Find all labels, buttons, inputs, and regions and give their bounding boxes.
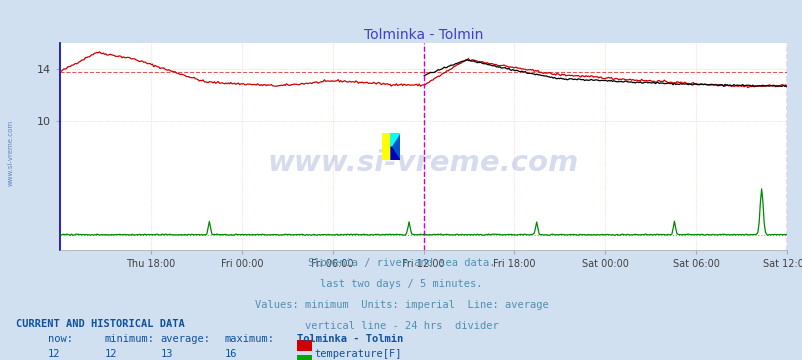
Polygon shape	[382, 133, 391, 160]
Text: 13: 13	[160, 349, 173, 359]
Text: www.si-vreme.com: www.si-vreme.com	[7, 120, 14, 186]
Text: Slovenia / river and sea data.: Slovenia / river and sea data.	[307, 258, 495, 269]
Text: 16: 16	[225, 349, 237, 359]
Polygon shape	[391, 147, 399, 160]
Text: maximum:: maximum:	[225, 334, 274, 344]
Text: average:: average:	[160, 334, 210, 344]
Text: CURRENT AND HISTORICAL DATA: CURRENT AND HISTORICAL DATA	[16, 319, 184, 329]
Text: now:: now:	[48, 334, 73, 344]
Text: 12: 12	[48, 349, 61, 359]
Text: vertical line - 24 hrs  divider: vertical line - 24 hrs divider	[304, 321, 498, 331]
Text: 12: 12	[104, 349, 117, 359]
Text: Values: minimum  Units: imperial  Line: average: Values: minimum Units: imperial Line: av…	[254, 300, 548, 310]
Polygon shape	[391, 133, 399, 160]
Polygon shape	[391, 133, 399, 147]
Text: last two days / 5 minutes.: last two days / 5 minutes.	[320, 279, 482, 289]
Text: minimum:: minimum:	[104, 334, 154, 344]
Text: www.si-vreme.com: www.si-vreme.com	[268, 149, 578, 177]
Text: Tolminka - Tolmin: Tolminka - Tolmin	[297, 334, 403, 344]
Text: temperature[F]: temperature[F]	[314, 349, 402, 359]
Title: Tolminka - Tolmin: Tolminka - Tolmin	[363, 28, 483, 42]
